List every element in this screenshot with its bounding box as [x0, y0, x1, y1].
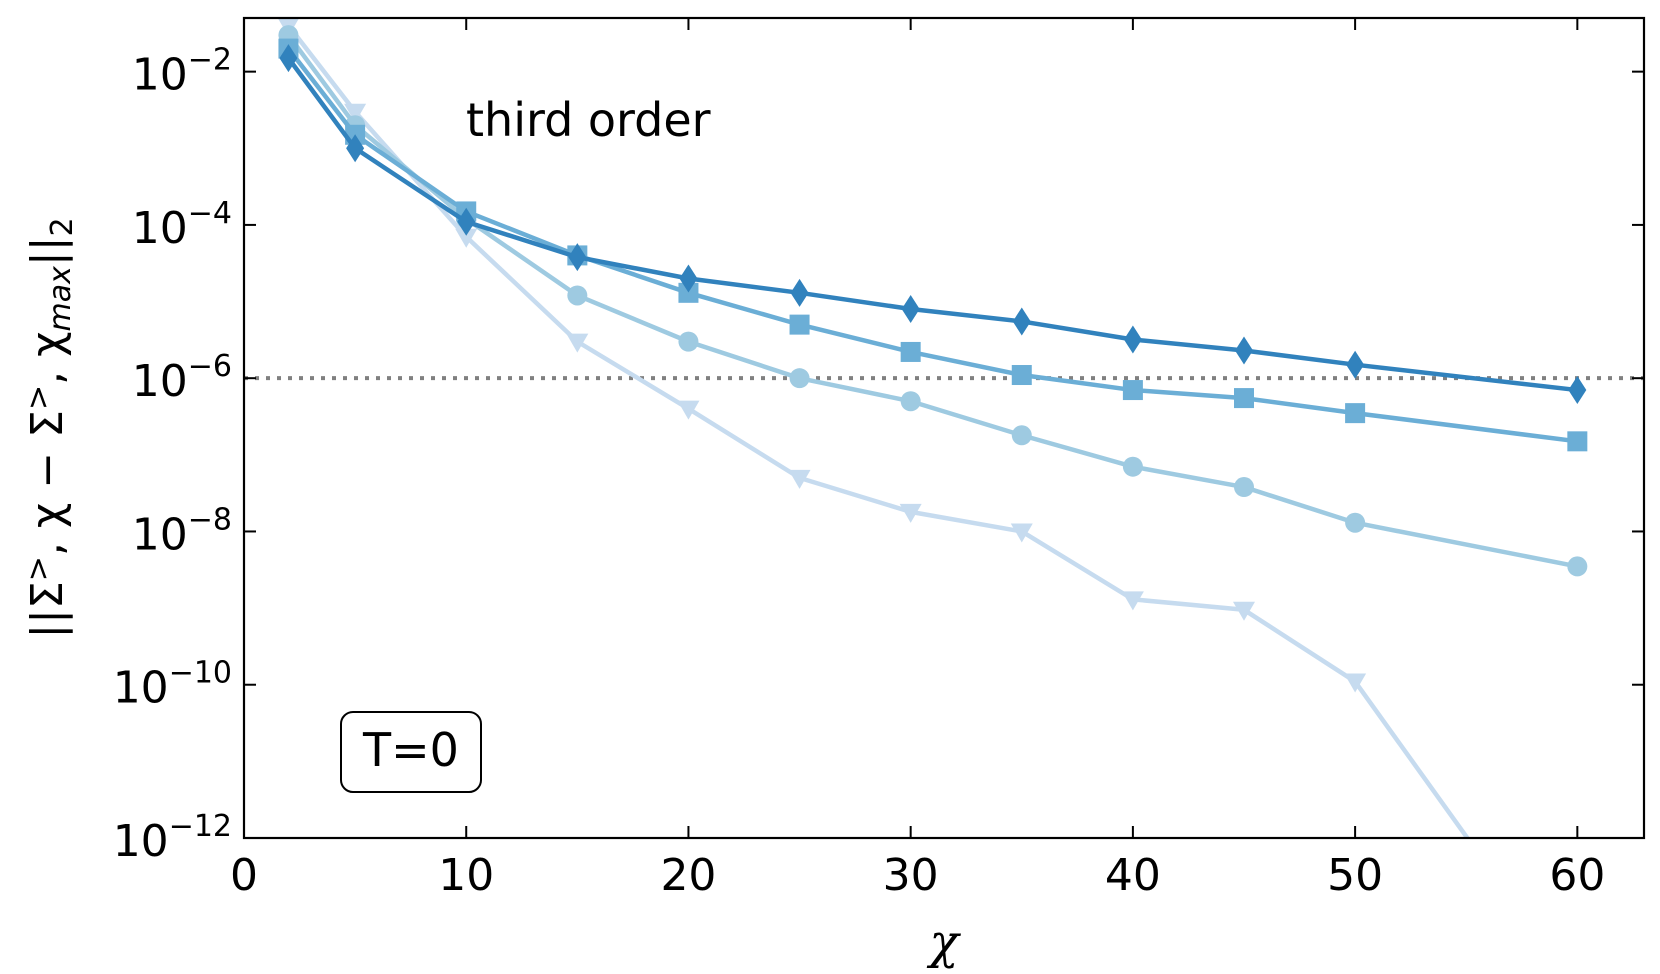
- y-tick-label: 10−6: [132, 349, 232, 407]
- x-tick-label: 0: [230, 850, 258, 901]
- data-point: [900, 341, 921, 362]
- series-layer: [277, 18, 1588, 838]
- series-square: [278, 38, 1588, 452]
- data-point: [677, 400, 700, 420]
- data-point: [789, 314, 810, 335]
- axes-frame: [242, 16, 1646, 840]
- y-tick-exponent: −4: [188, 196, 232, 231]
- x-tick-label: 20: [660, 850, 716, 901]
- t-zero-label: T=0: [362, 723, 459, 777]
- data-point: [455, 228, 478, 248]
- y-tick-base: 10: [113, 663, 169, 714]
- series-line: [286, 24, 1471, 838]
- data-point: [1345, 403, 1366, 424]
- data-point: [1567, 431, 1588, 452]
- data-point: [1011, 425, 1032, 446]
- ylabel-sup2: >: [21, 385, 56, 410]
- data-point: [567, 285, 588, 306]
- x-axis-label: χ: [926, 914, 961, 970]
- data-point: [1122, 456, 1143, 477]
- data-point: [566, 333, 589, 353]
- data-point: [679, 264, 698, 293]
- y-tick-exponent: −10: [169, 656, 232, 691]
- data-point: [1344, 673, 1367, 693]
- y-tick-label: 10−8: [132, 502, 232, 560]
- data-point: [1234, 388, 1254, 409]
- data-point: [1121, 591, 1144, 611]
- y-tick-base: 10: [132, 203, 188, 254]
- data-point: [344, 103, 367, 123]
- y-tick-exponent: −12: [169, 809, 232, 844]
- data-point: [901, 294, 920, 323]
- x-tick-label: 50: [1327, 850, 1383, 901]
- data-point: [1346, 350, 1365, 379]
- y-axis-label: ||Σ>, χ − Σ>, χmax||2: [21, 217, 80, 638]
- ylabel-middle2: , χ: [22, 331, 73, 384]
- series-diamond: [279, 44, 1587, 405]
- data-point: [1568, 376, 1587, 405]
- y-tick-label: 10−2: [132, 43, 232, 101]
- y-tick-label: 10−10: [113, 656, 232, 714]
- series-line: [286, 47, 1578, 444]
- ylabel-sup1: >: [21, 556, 56, 581]
- data-point: [678, 331, 699, 352]
- data-point: [279, 44, 298, 73]
- data-point: [1011, 365, 1032, 386]
- x-tick-label: 40: [1105, 850, 1161, 901]
- y-tick-base: 10: [132, 50, 188, 101]
- ylabel-norm-sub: 2: [45, 217, 80, 236]
- data-point: [1010, 523, 1033, 543]
- y-tick-exponent: −6: [188, 349, 232, 384]
- x-tick-label: 30: [883, 850, 939, 901]
- data-point: [900, 391, 921, 412]
- ylabel-sub: max: [43, 266, 78, 332]
- data-point: [1123, 325, 1142, 354]
- data-point: [457, 207, 476, 236]
- data-point: [346, 134, 365, 163]
- data-point: [678, 282, 699, 303]
- x-tick-label: 60: [1549, 850, 1605, 901]
- data-point: [790, 278, 809, 307]
- data-point: [1345, 512, 1366, 533]
- y-tick-exponent: −2: [188, 43, 232, 78]
- ylabel-middle1: , χ − Σ: [22, 410, 73, 556]
- x-tick-label: 10: [438, 850, 494, 901]
- data-point: [1122, 380, 1143, 401]
- data-point: [1234, 477, 1254, 498]
- series-triangle-down: [277, 18, 1471, 838]
- y-tick-base: 10: [132, 509, 188, 560]
- y-tick-exponent: −8: [188, 502, 232, 537]
- data-point: [1233, 601, 1255, 621]
- data-point: [1567, 556, 1588, 577]
- y-tick-base: 10: [113, 816, 169, 867]
- ylabel-prefix: ||Σ: [22, 581, 73, 638]
- y-tick-label: 10−4: [132, 196, 232, 254]
- t-zero-box: T=0: [340, 711, 482, 793]
- series-line: [286, 56, 1578, 393]
- annotation-third-order: third order: [466, 93, 711, 147]
- data-point: [1235, 336, 1253, 365]
- ylabel-suffix: ||: [22, 236, 73, 266]
- data-point: [789, 368, 810, 389]
- plot-area: [244, 18, 1644, 838]
- data-point: [788, 469, 811, 489]
- data-point: [899, 503, 922, 523]
- t-zero-frame: [340, 711, 482, 793]
- data-point: [568, 243, 587, 272]
- y-tick-label: 10−12: [113, 809, 232, 867]
- data-point: [1012, 307, 1031, 336]
- y-tick-base: 10: [132, 356, 188, 407]
- series-line: [286, 33, 1578, 569]
